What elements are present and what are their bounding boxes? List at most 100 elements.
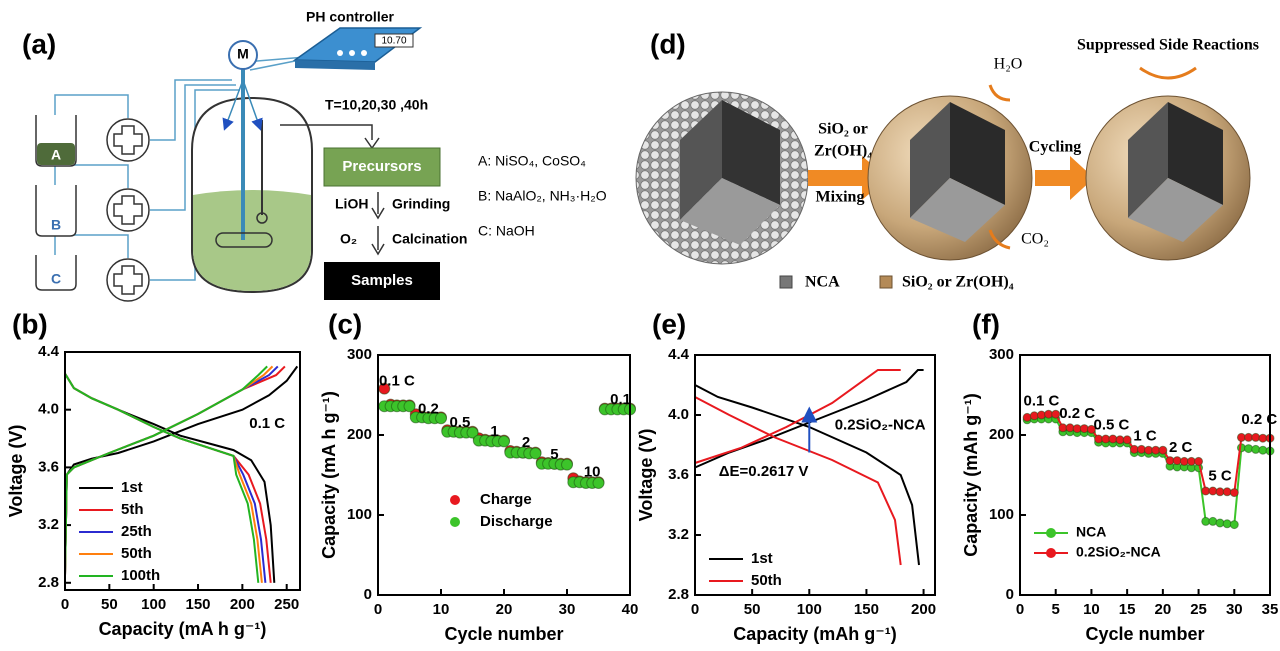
step: Calcination bbox=[392, 231, 467, 247]
annotation: 2 bbox=[522, 434, 530, 451]
ph-controller: PH controller 10.70 bbox=[295, 9, 420, 70]
x-tick-label: 5 bbox=[1052, 601, 1060, 618]
beaker-label: C bbox=[51, 271, 61, 287]
legend-item: SiO₂ or Zr(OH)₄ bbox=[902, 274, 1014, 291]
annotation: 5 C bbox=[1208, 468, 1232, 485]
panel-label: (b) bbox=[12, 308, 48, 339]
legend-item: C: NaOH bbox=[478, 223, 535, 239]
x-tick-label: 200 bbox=[230, 596, 255, 613]
annotation: 0.1 C bbox=[249, 415, 285, 432]
figure: (a) A B C bbox=[0, 0, 1280, 651]
x-tick-label: 50 bbox=[744, 601, 761, 618]
legend-item: NCA bbox=[805, 274, 840, 291]
point bbox=[499, 436, 510, 447]
legend-label: 1st bbox=[751, 550, 773, 567]
y-tick-label: 4.4 bbox=[38, 343, 60, 360]
pumps bbox=[107, 119, 149, 301]
x-tick-label: 0 bbox=[691, 601, 699, 618]
legend-label: 0.2SiO₂-NCA bbox=[1076, 544, 1161, 560]
annotation: 0.2 C bbox=[1059, 405, 1095, 422]
gas-label: CO₂ bbox=[1021, 231, 1049, 248]
annotation: 0.1 C bbox=[1023, 392, 1059, 409]
beaker-label: B bbox=[51, 217, 61, 233]
point bbox=[1023, 413, 1031, 421]
legend-item: B: NaAlO₂, NH₃·H₂O bbox=[478, 188, 607, 204]
y-tick-label: 0 bbox=[364, 586, 372, 603]
x-axis-label: Cycle number bbox=[1085, 624, 1204, 644]
x-tick-label: 100 bbox=[797, 601, 822, 618]
annotation: 0.2SiO₂-NCA bbox=[835, 416, 926, 433]
controller-label: PH controller bbox=[306, 9, 394, 25]
x-tick-label: 20 bbox=[1155, 601, 1172, 618]
arrow bbox=[1035, 156, 1094, 200]
point bbox=[1230, 521, 1238, 529]
x-tick-label: 10 bbox=[1083, 601, 1100, 618]
y-axis-label: Voltage (V) bbox=[636, 429, 656, 522]
x-tick-label: 0 bbox=[61, 596, 69, 613]
legend-label: 50th bbox=[751, 572, 782, 589]
y-tick-label: 0 bbox=[1006, 586, 1014, 603]
step-label: Cycling bbox=[1029, 139, 1081, 156]
legend-label: 1st bbox=[121, 479, 143, 496]
x-tick-label: 40 bbox=[622, 601, 639, 618]
y-tick-label: 3.2 bbox=[668, 526, 689, 543]
y-tick-label: 4.0 bbox=[668, 406, 689, 423]
y-axis-label: Capacity (mAh g⁻¹) bbox=[961, 393, 981, 557]
annotation: 10 bbox=[584, 464, 601, 481]
legend-marker bbox=[1046, 548, 1056, 558]
x-axis-label: Capacity (mA h g⁻¹) bbox=[99, 619, 267, 639]
point bbox=[530, 448, 541, 459]
annotation: 5 bbox=[550, 446, 558, 463]
point bbox=[1195, 457, 1203, 465]
y-tick-label: 300 bbox=[347, 346, 372, 363]
x-tick-label: 15 bbox=[1119, 601, 1136, 618]
coating-label: SiO₂ or bbox=[818, 121, 868, 138]
gas-label: H₂O bbox=[994, 56, 1023, 73]
legend-label: Discharge bbox=[480, 513, 553, 530]
annotation: 2 C bbox=[1169, 439, 1193, 456]
series-line bbox=[65, 366, 267, 582]
legend-label: Charge bbox=[480, 491, 532, 508]
coating-label: Zr(OH)₄ bbox=[814, 143, 872, 160]
point bbox=[1230, 489, 1238, 497]
point bbox=[1159, 446, 1167, 454]
point bbox=[1123, 436, 1131, 444]
series-line bbox=[65, 366, 285, 582]
annotation: 1 C bbox=[1133, 428, 1157, 445]
precursors: Precursors bbox=[342, 158, 421, 175]
y-tick-label: 200 bbox=[347, 426, 372, 443]
y-tick-label: 100 bbox=[989, 506, 1014, 523]
annotation: 1 bbox=[490, 423, 498, 440]
y-tick-label: 200 bbox=[989, 426, 1014, 443]
panel-label: (c) bbox=[328, 308, 362, 339]
series-line bbox=[65, 366, 278, 582]
y-tick-label: 300 bbox=[989, 346, 1014, 363]
legend-item: A: NiSO₄, CoSO₄ bbox=[478, 153, 586, 169]
y-tick-label: 100 bbox=[347, 506, 372, 523]
chart-panel: (f)051015202530350100200300Cycle numberC… bbox=[961, 308, 1279, 643]
x-tick-label: 10 bbox=[433, 601, 450, 618]
x-tick-label: 250 bbox=[274, 596, 299, 613]
annotation: ΔE=0.2617 V bbox=[719, 463, 809, 480]
y-tick-label: 4.0 bbox=[38, 401, 59, 418]
annotation: 0.1 C bbox=[379, 372, 415, 389]
y-axis-label: Capacity (mA h g⁻¹) bbox=[319, 391, 339, 559]
y-tick-label: 3.6 bbox=[38, 458, 59, 475]
panel-d: (d) SiO₂ or Zr(OH)₄ Mixing H₂O CO₂ Cycli… bbox=[636, 28, 1259, 290]
x-axis-label: Cycle number bbox=[444, 624, 563, 644]
point bbox=[562, 459, 573, 470]
step: Grinding bbox=[392, 196, 450, 212]
panel-a: (a) A B C bbox=[22, 9, 607, 301]
x-tick-label: 200 bbox=[911, 601, 936, 618]
motor-label: M bbox=[237, 46, 249, 62]
x-tick-label: 0 bbox=[1016, 601, 1024, 618]
note: Suppressed Side Reactions bbox=[1077, 37, 1259, 54]
point bbox=[404, 401, 415, 412]
annotation: 0.2 bbox=[418, 400, 439, 417]
legend-marker bbox=[1046, 528, 1056, 538]
legend-label: 50th bbox=[121, 545, 152, 562]
x-tick-label: 150 bbox=[854, 601, 879, 618]
panel-label: (a) bbox=[22, 28, 56, 59]
annotation: 0.5 bbox=[449, 414, 470, 431]
legend-label: 5th bbox=[121, 501, 144, 518]
